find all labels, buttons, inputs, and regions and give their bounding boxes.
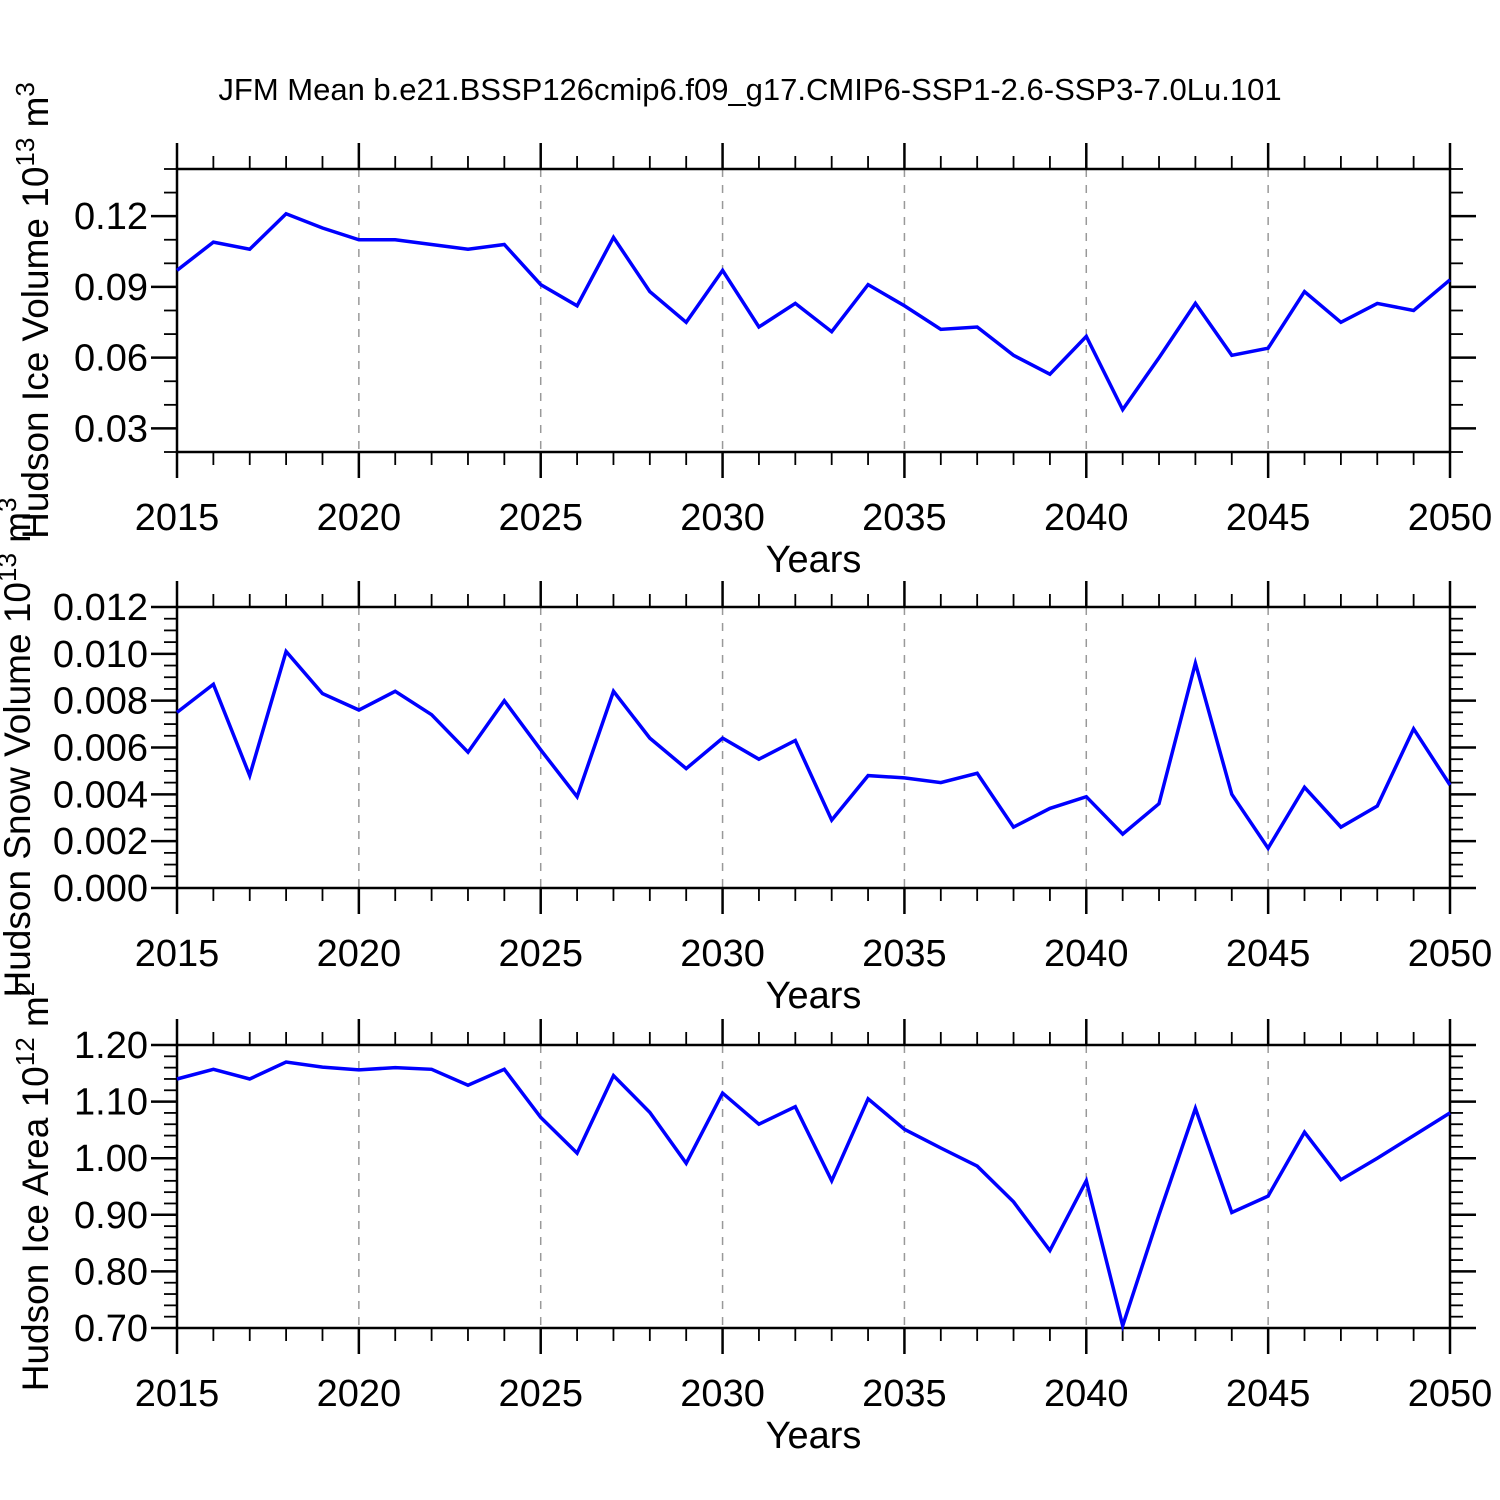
y-axis-title-hudson-ice-area: Hudson Ice Area 1012 m2 <box>10 982 56 1392</box>
panel-hudson-ice-area: 2015 2020 2025 2030 2035 2040 2045 2050 0.70 0.80… <box>10 982 1492 1457</box>
x-tick-label-2035: 2035 <box>862 933 947 975</box>
x-tick-label-2045: 2045 <box>1226 933 1311 975</box>
plot-border <box>175 1043 1452 1330</box>
y-tick-label-0.012: 0.012 <box>53 587 148 629</box>
y-axis-title-hudson-snow-volume: Hudson Snow Volume 1013 m3 <box>0 498 38 998</box>
panel-hudson-snow-volume: 2015 2020 2025 2030 2035 2040 2045 2050 0.000 0.0… <box>0 498 1492 1018</box>
y-tick-label-1.00: 1.00 <box>74 1138 148 1180</box>
y-tick-label-0.80: 0.80 <box>74 1251 148 1293</box>
x-axis-title-hudson-ice-area: Years <box>766 1415 862 1457</box>
y-tick-label-0.09: 0.09 <box>74 267 148 309</box>
x-tick-label-2030: 2030 <box>680 933 765 975</box>
x-tick-label-2040: 2040 <box>1044 1373 1129 1415</box>
y-tick-label-1.20: 1.20 <box>74 1025 148 1067</box>
x-tick-label-2025: 2025 <box>498 1373 583 1415</box>
y-tick-label-0.06: 0.06 <box>74 338 148 380</box>
plot-border <box>175 605 1452 890</box>
x-tick-label-2050: 2050 <box>1408 933 1493 975</box>
panel-hudson-ice-volume: 2015 2020 2025 2030 2035 2040 2045 2050 0.03 0.06… <box>10 82 1492 581</box>
hudson-snow-volume-line <box>175 647 1452 852</box>
x-tick-label-2025: 2025 <box>498 933 583 975</box>
x-tick-label-2045: 2045 <box>1226 1373 1311 1415</box>
hudson-ice-volume-line <box>175 211 1452 414</box>
y-tick-label-0.000: 0.000 <box>53 868 148 910</box>
x-tick-label-2035: 2035 <box>862 1373 947 1415</box>
x-tick-label-2020: 2020 <box>317 933 402 975</box>
x-tick-label-2040: 2040 <box>1044 497 1129 539</box>
y-tick-label-1.10: 1.10 <box>74 1082 148 1124</box>
x-axis-title-hudson-ice-volume: Years <box>766 539 862 581</box>
x-tick-label-2020: 2020 <box>317 497 402 539</box>
x-tick-label-2015: 2015 <box>135 1373 220 1415</box>
y-tick-label-0.12: 0.12 <box>74 196 148 238</box>
x-tick-label-2030: 2030 <box>680 497 765 539</box>
x-tick-label-2050: 2050 <box>1408 497 1493 539</box>
y-tick-label-0.010: 0.010 <box>53 634 148 676</box>
chart-title: JFM Mean b.e21.BSSP126cmip6.f09_g17.CMIP… <box>218 72 1282 107</box>
x-tick-label-2045: 2045 <box>1226 497 1311 539</box>
x-axis-title-hudson-snow-volume: Years <box>766 975 862 1017</box>
plot-border <box>175 167 1452 454</box>
x-tick-label-2040: 2040 <box>1044 933 1129 975</box>
x-tick-label-2015: 2015 <box>135 933 220 975</box>
x-tick-label-2035: 2035 <box>862 497 947 539</box>
y-tick-label-0.008: 0.008 <box>53 681 148 723</box>
x-tick-label-2025: 2025 <box>498 497 583 539</box>
x-tick-label-2050: 2050 <box>1408 1373 1493 1415</box>
x-tick-label-2030: 2030 <box>680 1373 765 1415</box>
y-tick-label-0.006: 0.006 <box>53 728 148 770</box>
hudson-ice-area-line <box>176 1060 1451 1333</box>
y-tick-label-0.004: 0.004 <box>53 774 148 816</box>
y-tick-label-0.70: 0.70 <box>74 1308 148 1350</box>
y-tick-label-0.002: 0.002 <box>53 821 148 863</box>
y-axis-title-hudson-ice-volume: Hudson Ice Volume 1013 m3 <box>10 82 56 539</box>
y-tick-label-0.90: 0.90 <box>74 1195 148 1237</box>
x-tick-label-2020: 2020 <box>317 1373 402 1415</box>
y-tick-label-0.03: 0.03 <box>74 408 148 450</box>
x-tick-label-2015: 2015 <box>135 497 220 539</box>
